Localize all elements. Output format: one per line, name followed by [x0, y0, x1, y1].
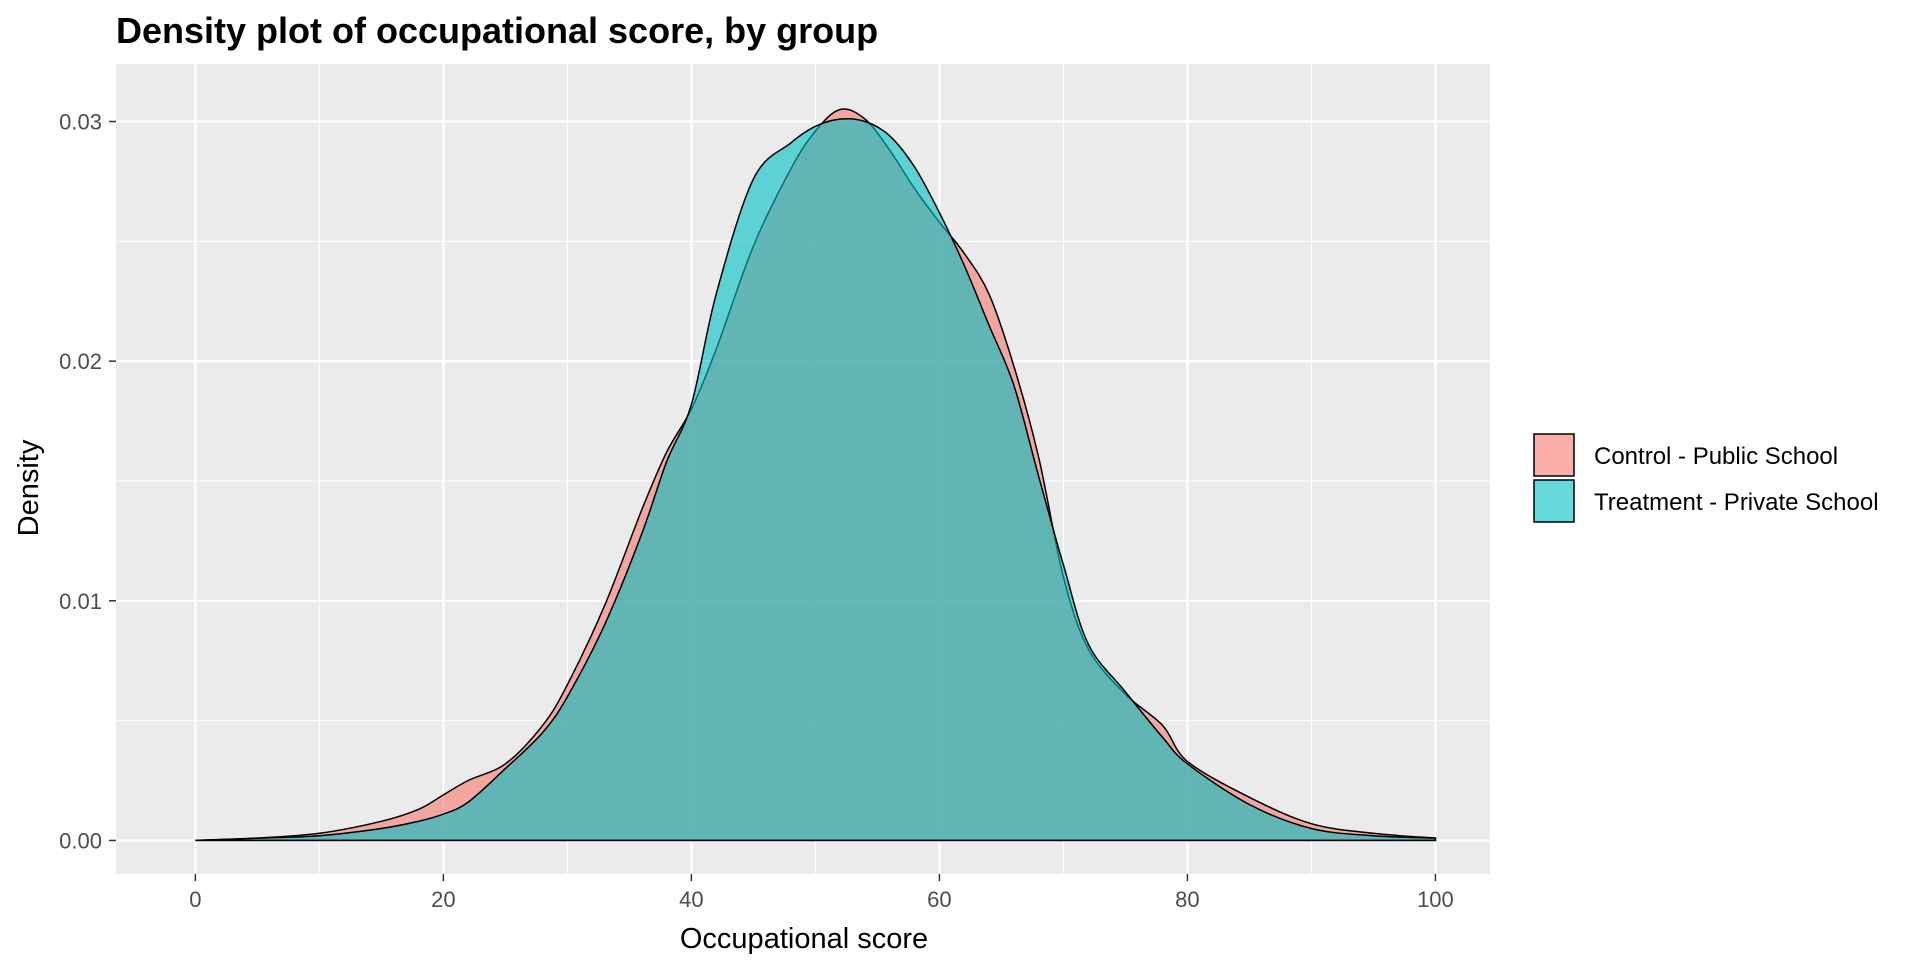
chart-title: Density plot of occupational score, by g…: [116, 10, 878, 51]
x-tick-label: 20: [431, 887, 455, 912]
y-tick-label: 0.00: [59, 828, 102, 853]
x-tick-label: 40: [679, 887, 703, 912]
y-tick-label: 0.03: [59, 110, 102, 135]
legend-label: Control - Public School: [1594, 443, 1838, 470]
x-tick-label: 100: [1417, 887, 1454, 912]
x-tick-label: 60: [927, 887, 951, 912]
x-tick-label: 0: [189, 887, 201, 912]
legend-swatch: [1533, 479, 1575, 523]
x-tick-label: 80: [1175, 887, 1199, 912]
legend-label: Treatment - Private School: [1594, 489, 1879, 516]
legend-swatch: [1533, 433, 1575, 477]
density-area-treatment: [195, 117, 1437, 842]
y-tick-label: 0.02: [59, 349, 102, 374]
y-axis-title: Density: [13, 439, 45, 536]
x-axis-title: Occupational score: [680, 923, 928, 955]
plot-area: [116, 64, 1490, 874]
legend: Control - Public School Treatment - Priva…: [1533, 433, 1879, 523]
axes: 0 20 40 60 80 100 0.00 0.01 0.02 0.03: [59, 110, 1454, 912]
y-tick-label: 0.01: [59, 589, 102, 614]
